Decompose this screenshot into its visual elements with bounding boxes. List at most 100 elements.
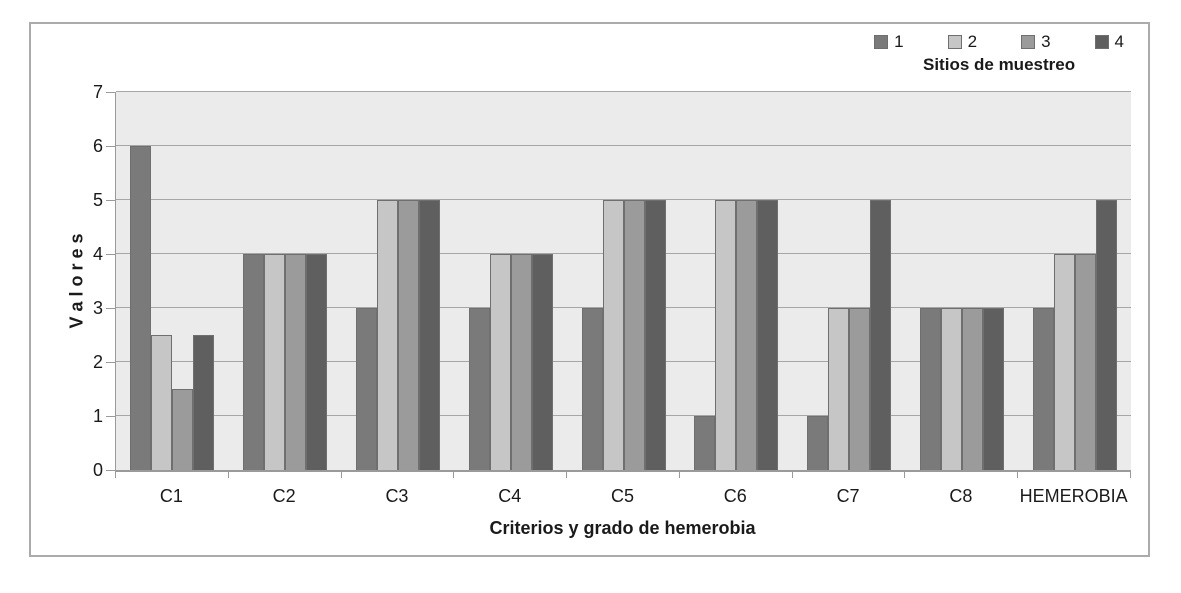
x-label-C7: C7 — [836, 486, 860, 506]
x-label-C5: C5 — [611, 486, 635, 506]
bar-C8-site2 — [940, 308, 962, 470]
gridline-y5 — [116, 199, 1131, 200]
bar-C1-site1 — [130, 146, 152, 470]
bar-cluster-C6 — [680, 92, 793, 470]
x-tick-6 — [792, 472, 793, 478]
y-tick-3 — [106, 308, 115, 309]
bar-C6-site4 — [757, 200, 779, 470]
bar-cluster-C2 — [229, 92, 342, 470]
gridline-y6 — [116, 145, 1131, 146]
bar-C2-site4 — [306, 254, 328, 470]
legend-label-3: 3 — [1041, 32, 1051, 51]
bar-C4-site3 — [510, 254, 532, 470]
y-tick-label-5: 5 — [92, 190, 103, 210]
y-tick-1 — [106, 416, 115, 417]
bar-HEMEROBIA-site3 — [1074, 254, 1096, 470]
bar-C5-site1 — [581, 308, 603, 470]
bar-C4-site2 — [489, 254, 511, 470]
x-tick-8 — [1017, 472, 1018, 478]
y-tick-label-6: 6 — [92, 136, 103, 156]
bar-cluster-C4 — [454, 92, 567, 470]
x-tick-1 — [228, 472, 229, 478]
bar-cluster-C7 — [793, 92, 906, 470]
legend-item-4: 4 — [1094, 32, 1124, 52]
y-tick-label-3: 3 — [92, 298, 103, 318]
bar-C7-site4 — [870, 200, 892, 470]
y-tick-label-1: 1 — [92, 406, 103, 426]
bar-C5-site2 — [602, 200, 624, 470]
bar-C1-site3 — [172, 389, 194, 470]
y-tick-0 — [106, 470, 115, 471]
x-label-C4: C4 — [498, 486, 522, 506]
legend-label-1: 1 — [894, 32, 904, 51]
bar-HEMEROBIA-site2 — [1053, 254, 1075, 470]
bar-cluster-C5 — [567, 92, 680, 470]
bar-C7-site1 — [807, 416, 829, 470]
legend-swatch-icon-2 — [947, 35, 962, 49]
bar-C6-site3 — [736, 200, 758, 470]
x-tick-2 — [341, 472, 342, 478]
bar-C4-site1 — [468, 308, 490, 470]
x-label-C1: C1 — [159, 486, 183, 506]
y-tick-label-2: 2 — [92, 352, 103, 372]
x-label-C6: C6 — [723, 486, 747, 506]
gridline-y7 — [116, 91, 1131, 92]
bar-cluster-C3 — [342, 92, 455, 470]
bar-C2-site1 — [243, 254, 265, 470]
bar-C6-site2 — [715, 200, 737, 470]
bar-C8-site4 — [982, 308, 1004, 470]
legend-item-1: 1 — [874, 32, 904, 52]
y-tick-6 — [106, 146, 115, 147]
y-tick-label-7: 7 — [92, 82, 103, 102]
legend-title: Sitios de muestreo — [923, 55, 1076, 74]
bar-C2-site3 — [285, 254, 307, 470]
bar-C7-site3 — [849, 308, 871, 470]
legend-label-2: 2 — [967, 32, 978, 51]
x-tick-7 — [904, 472, 905, 478]
bar-C3-site3 — [397, 200, 419, 470]
bar-C6-site1 — [694, 416, 716, 470]
x-label-C2: C2 — [272, 486, 296, 506]
bar-C1-site4 — [193, 335, 215, 470]
y-tick-5 — [106, 200, 115, 201]
bar-C7-site2 — [828, 308, 850, 470]
bar-C3-site4 — [418, 200, 440, 470]
legend-swatch-icon-3 — [1021, 35, 1036, 49]
legend-items: 1 2 3 4 — [874, 32, 1124, 52]
y-tick-label-4: 4 — [92, 244, 103, 264]
y-tick-2 — [106, 362, 115, 363]
x-axis-labels: C1 C2 C3 C4 C5 C6 C7 C8 HEMEROBIA — [115, 486, 1130, 507]
bar-HEMEROBIA-site4 — [1095, 200, 1117, 470]
bar-C8-site3 — [961, 308, 983, 470]
y-tick-label-0: 0 — [92, 460, 103, 480]
legend-swatch-icon-4 — [1094, 35, 1109, 49]
legend-item-2: 2 — [947, 32, 978, 52]
legend-item-3: 3 — [1021, 32, 1051, 52]
bar-cluster-C1 — [116, 92, 229, 470]
x-tick-0 — [115, 472, 116, 478]
bar-C5-site3 — [623, 200, 645, 470]
x-tick-9 — [1130, 472, 1131, 478]
x-label-C8: C8 — [949, 486, 973, 506]
bar-C8-site1 — [919, 308, 941, 470]
bar-C5-site4 — [644, 200, 666, 470]
plot-area — [115, 91, 1131, 472]
y-tick-7 — [106, 92, 115, 93]
bar-C2-site2 — [264, 254, 286, 470]
x-label-C3: C3 — [385, 486, 409, 506]
x-tick-3 — [453, 472, 454, 478]
x-axis-title: Criterios y grado de hemerobia — [489, 518, 756, 538]
bar-HEMEROBIA-site1 — [1032, 308, 1054, 470]
bar-C3-site1 — [355, 308, 377, 470]
bar-C3-site2 — [376, 200, 398, 470]
bar-cluster-HEMEROBIA — [1018, 92, 1131, 470]
bar-cluster-C8 — [905, 92, 1018, 470]
legend-swatch-icon-1 — [874, 35, 889, 49]
y-tick-4 — [106, 254, 115, 255]
x-tick-5 — [679, 472, 680, 478]
x-tick-4 — [566, 472, 567, 478]
bar-C4-site4 — [531, 254, 553, 470]
bar-C1-site2 — [151, 335, 173, 470]
